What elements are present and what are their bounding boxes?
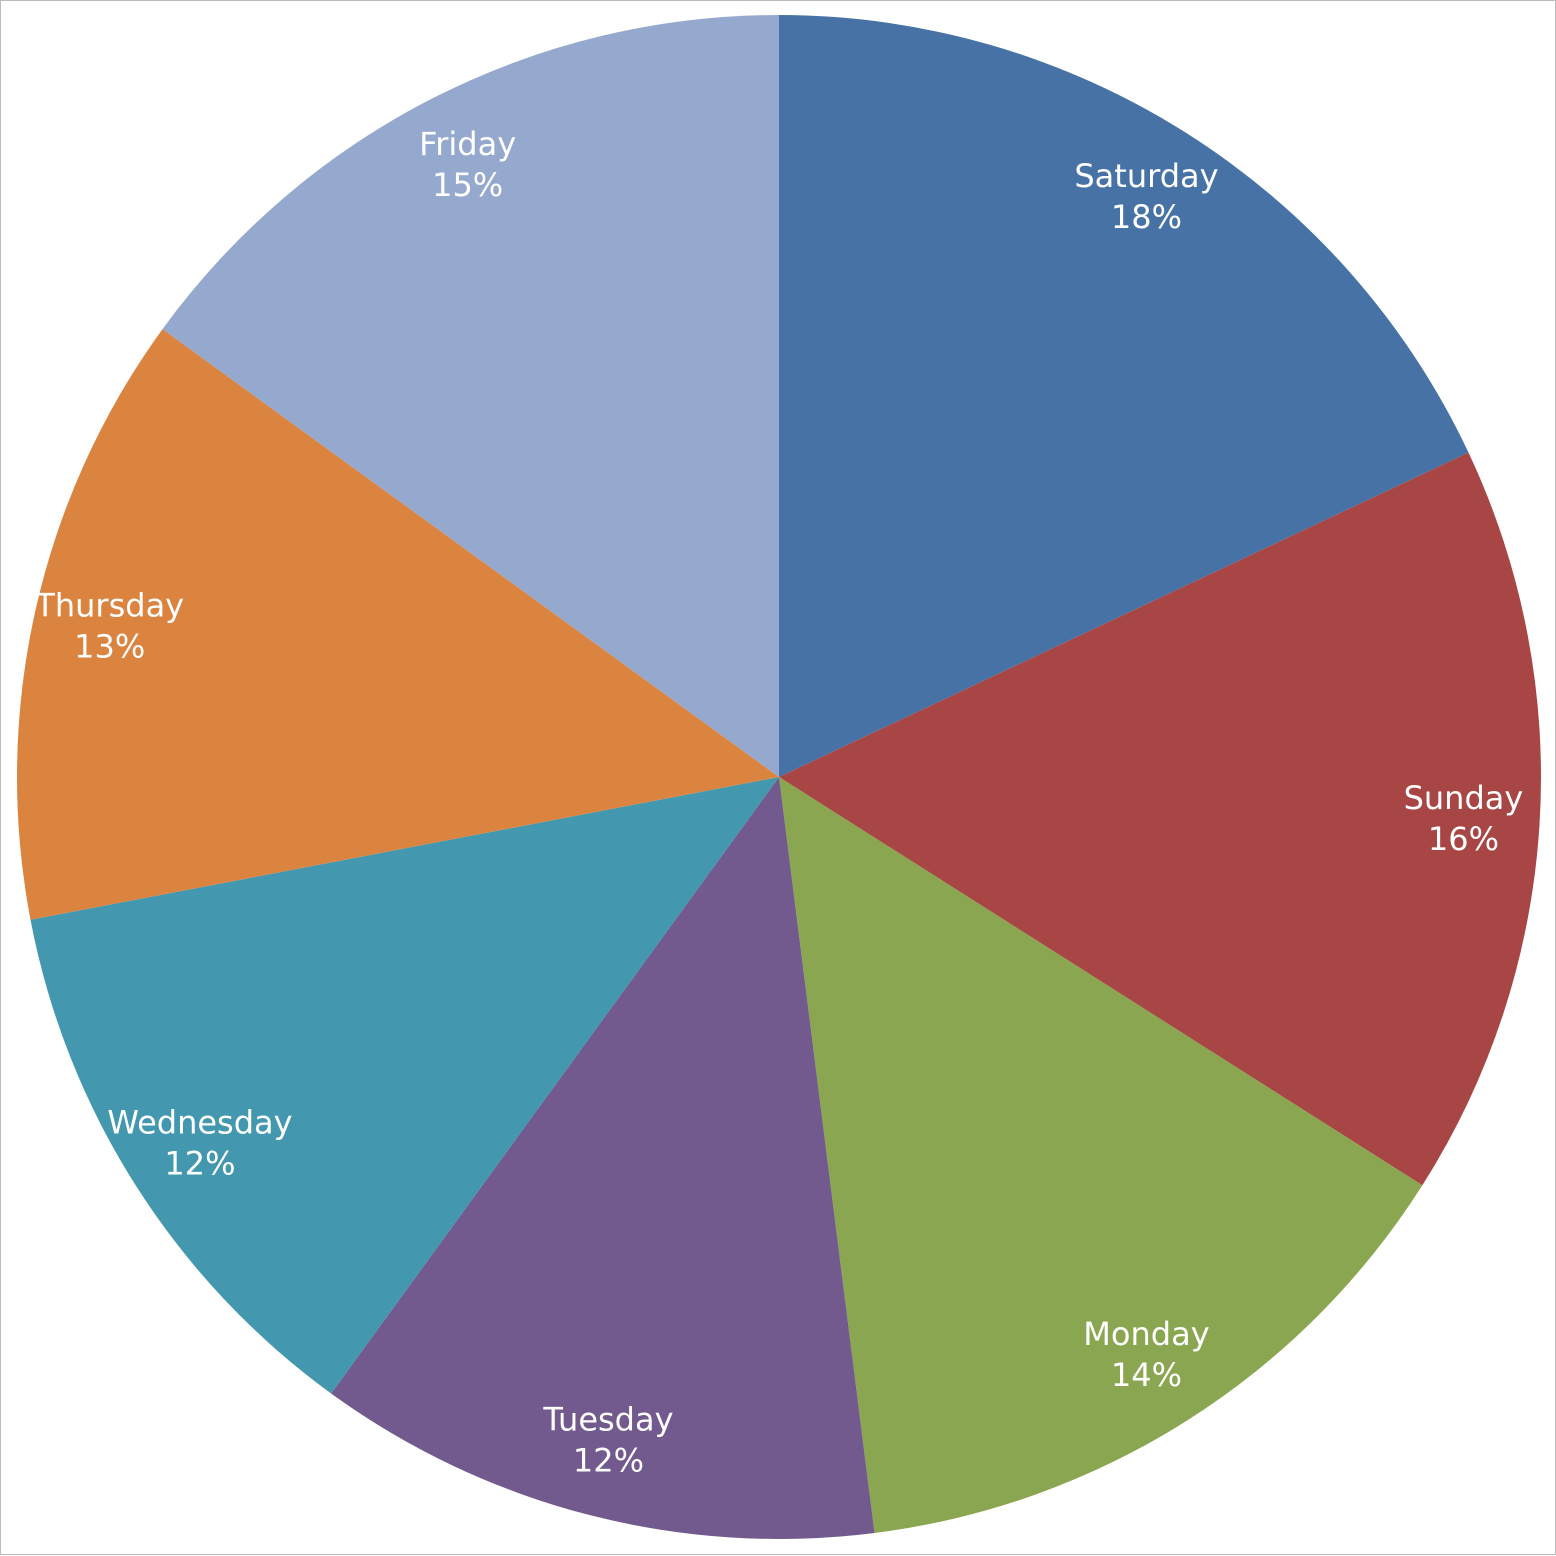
slice-value-label: 16% (1428, 820, 1499, 858)
slice-value-label: 13% (74, 627, 145, 665)
slice-value-label: 18% (1111, 198, 1182, 236)
pie-slice (779, 452, 1541, 1186)
slice-label: Tuesday (542, 1400, 673, 1438)
slice-value-label: 14% (1111, 1356, 1182, 1394)
pie-slice (331, 777, 875, 1539)
pie-slice (779, 15, 1469, 777)
pie-slice (30, 777, 779, 1394)
slice-label: Saturday (1074, 157, 1218, 195)
slice-value-label: 12% (164, 1144, 235, 1182)
slice-value-label: 12% (573, 1441, 644, 1479)
slice-value-label: 15% (432, 166, 503, 204)
slice-label: Sunday (1404, 779, 1524, 817)
pie-slice (162, 15, 779, 777)
pie-slice (17, 329, 779, 920)
slice-label: Friday (419, 125, 516, 163)
slice-label: Thursday (34, 586, 184, 624)
pie-slice (779, 777, 1423, 1533)
slice-label: Monday (1083, 1315, 1209, 1353)
slice-label: Wednesday (107, 1103, 292, 1141)
